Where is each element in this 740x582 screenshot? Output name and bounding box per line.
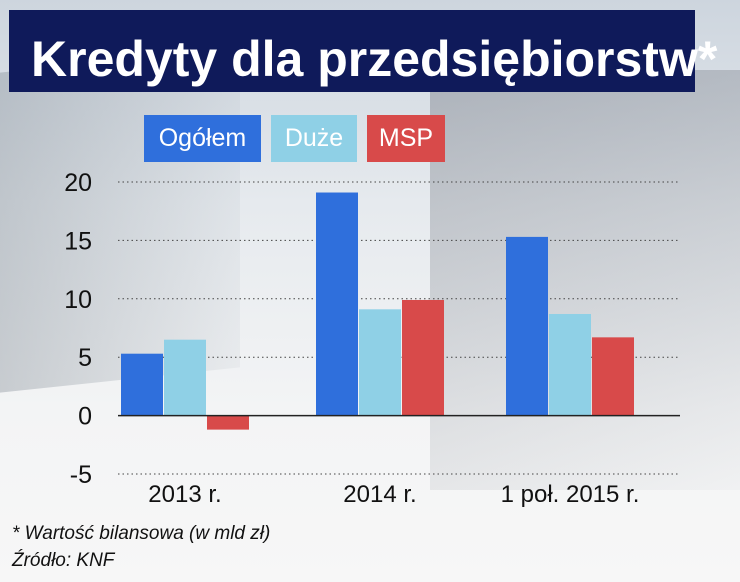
legend-label-ogolem: Ogółem [158, 124, 247, 152]
y-tick-label: 0 [78, 403, 92, 431]
y-tick-label: 5 [78, 344, 92, 372]
y-tick-label: 10 [64, 286, 92, 314]
y-tick-label: 20 [64, 169, 92, 197]
bar-ogółem [121, 353, 163, 416]
y-tick-label: 15 [64, 227, 92, 255]
y-tick-label: -5 [70, 461, 92, 489]
x-tick-label: 2014 r. [343, 481, 416, 508]
legend-item-ogolem: Ogółem [144, 115, 261, 162]
bar-ogółem [316, 192, 358, 416]
legend-item-duze: Duże [271, 115, 357, 162]
legend-label-duze: Duże [284, 124, 344, 152]
x-tick-label: 1 poł. 2015 r. [501, 481, 640, 508]
bar-msp [207, 415, 249, 430]
title-banner: Kredyty dla przedsiębiorstw* [9, 10, 717, 92]
legend-item-msp: MSP [367, 115, 445, 162]
footnote-unit: * Wartość bilansowa (w mld zł) [12, 523, 271, 544]
background-facade [430, 70, 740, 490]
bar-duże [359, 309, 401, 416]
bar-msp [592, 337, 634, 416]
x-tick-label: 2013 r. [148, 481, 221, 508]
bar-msp [402, 299, 444, 416]
footnote-source: Źródło: KNF [12, 550, 115, 571]
bar-duże [549, 313, 591, 416]
bar-duże [164, 339, 206, 416]
chart-title: Kredyty dla przedsiębiorstw* [31, 31, 718, 87]
bar-ogółem [506, 236, 548, 416]
legend-label-msp: MSP [378, 124, 434, 152]
